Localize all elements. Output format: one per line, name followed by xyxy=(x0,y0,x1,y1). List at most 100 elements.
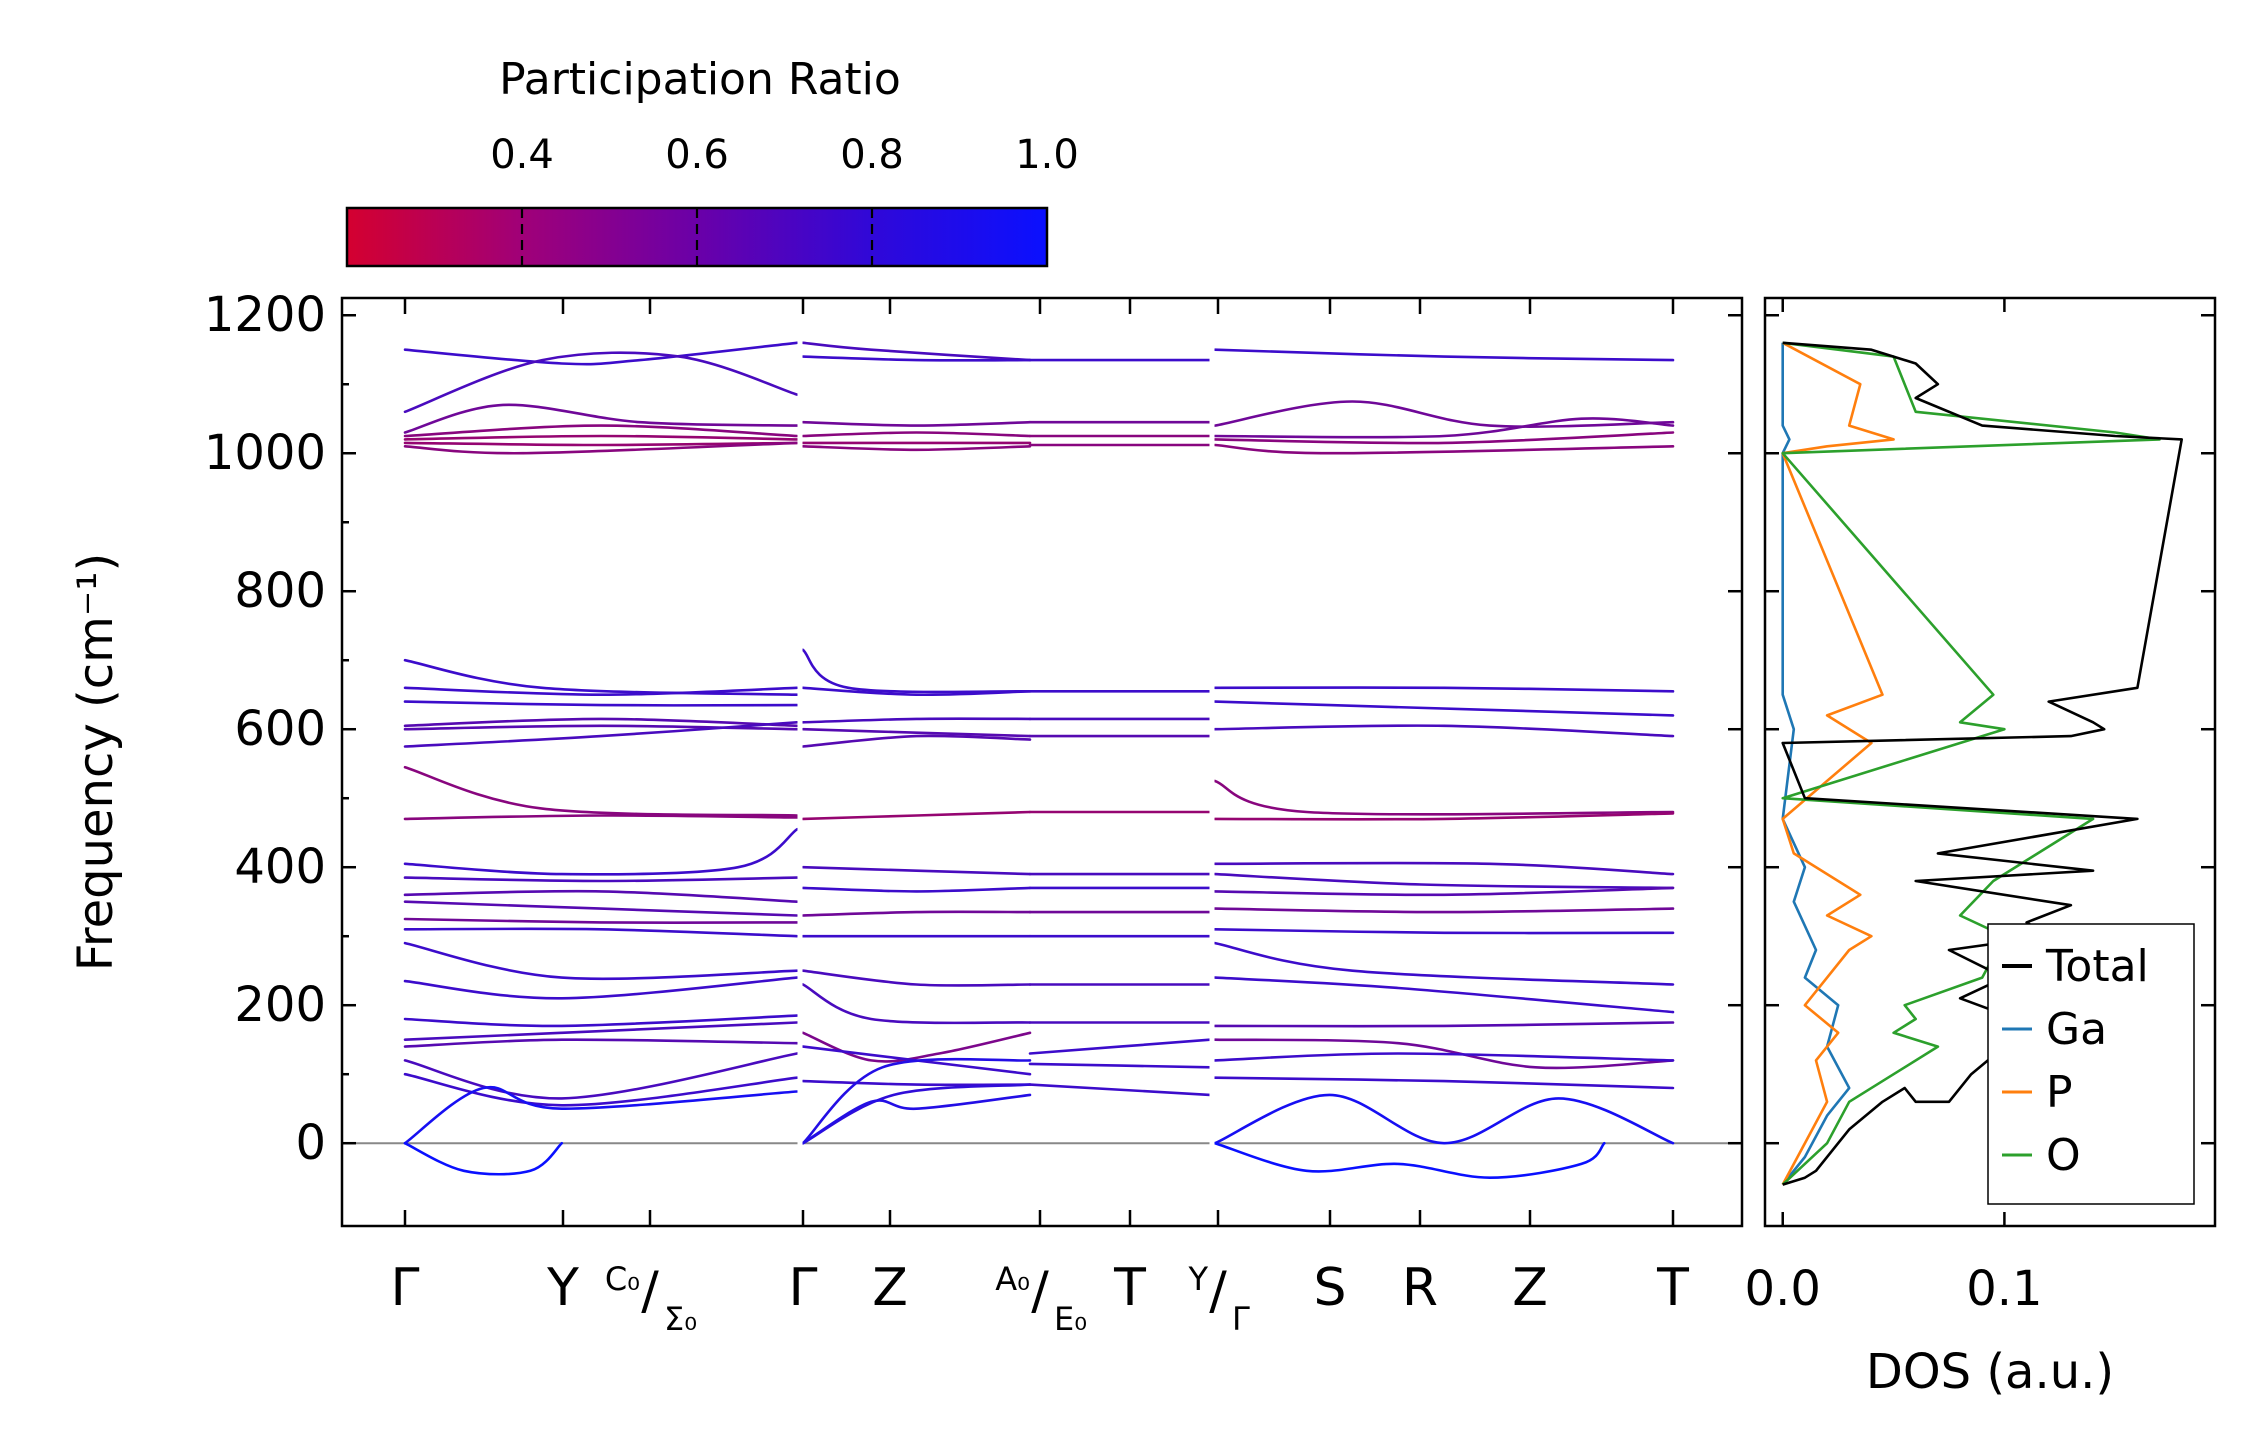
phonon-band xyxy=(1213,443,1675,455)
x-tick-slash: / xyxy=(1031,1261,1049,1321)
phonon-band xyxy=(403,441,799,447)
phonon-band xyxy=(1028,1062,1212,1069)
phonon-band xyxy=(403,917,799,924)
phonon-band xyxy=(1213,1141,1606,1179)
legend-box xyxy=(1987,923,2195,1205)
phonon-band xyxy=(1213,976,1675,1014)
phonon-band xyxy=(403,403,799,434)
phonon-band xyxy=(801,1093,1032,1145)
dispersion-frame xyxy=(340,296,1744,1228)
phonon-band xyxy=(403,658,799,696)
y-tick-label: 1000 xyxy=(204,425,326,481)
phonon-band xyxy=(403,889,799,903)
phonon-band xyxy=(801,734,1032,748)
x-tick-label: T xyxy=(1656,1258,1689,1318)
phonon-band xyxy=(801,1057,1032,1145)
phonon-band xyxy=(801,810,1032,821)
phonon-band xyxy=(403,441,799,455)
x-tick-sup-label: A₀ xyxy=(995,1260,1030,1298)
dos-x-label: DOS (a.u.) xyxy=(1866,1344,2114,1400)
phonon-band xyxy=(1213,1021,1675,1028)
dos-panel: 0.0 0.1 DOS (a.u.) Total Ga PO xyxy=(1745,296,2217,1400)
phonon-band xyxy=(1028,1038,1212,1055)
phonon-band xyxy=(403,1141,564,1176)
phonon-band xyxy=(1213,431,1675,445)
phonon-band xyxy=(1213,928,1675,935)
y-tick-label: 0 xyxy=(295,1115,326,1171)
x-tick-label: T xyxy=(1113,1258,1146,1318)
phonon-band xyxy=(403,1052,799,1100)
phonon-band xyxy=(801,910,1032,917)
phonon-band xyxy=(801,341,1032,362)
phonon-band xyxy=(801,431,1032,438)
x-tick-label: R xyxy=(1402,1258,1438,1318)
phonon-band xyxy=(403,434,799,441)
phonon-band xyxy=(403,900,799,917)
phonon-band xyxy=(801,686,1032,697)
phonon-band xyxy=(1213,872,1675,890)
phonon-band xyxy=(801,445,1032,452)
phonon-band xyxy=(1213,941,1675,986)
colorbar: Participation Ratio 0.4 0.6 0.8 1.0 xyxy=(345,54,1079,268)
phonon-band xyxy=(1213,400,1675,428)
colorbar-tick-label: 0.8 xyxy=(840,132,904,178)
phonon-band xyxy=(403,941,799,981)
phonon-band xyxy=(1213,724,1675,738)
x-tick-slash: / xyxy=(1209,1261,1227,1321)
phonon-band xyxy=(403,1072,799,1107)
phonon-band xyxy=(1213,1076,1675,1090)
x-tick-sub-label: Σ₀ xyxy=(664,1300,697,1338)
dos-series-p xyxy=(1781,341,1895,1186)
phonon-band xyxy=(801,1079,1032,1087)
colorbar-tick-label: 1.0 xyxy=(1015,132,1079,178)
phonon-band xyxy=(1213,812,1675,821)
phonon-band xyxy=(801,969,1032,987)
phonon-band xyxy=(403,424,799,438)
x-tick-label: Γ xyxy=(789,1258,818,1318)
phonon-band xyxy=(801,727,1032,738)
phonon-band xyxy=(1213,1093,1675,1145)
x-tick-slash: / xyxy=(641,1261,659,1321)
colorbar-tick-label: 0.6 xyxy=(665,132,729,178)
phonon-band xyxy=(403,814,799,821)
phonon-band xyxy=(801,886,1032,893)
colorbar-tick-label: 0.4 xyxy=(490,132,554,178)
phonon-band xyxy=(1213,886,1675,897)
x-tick-sup-label: Y xyxy=(1187,1260,1208,1298)
phonon-band xyxy=(1213,348,1675,362)
phonon-band xyxy=(801,355,1032,362)
phonon-band xyxy=(403,700,799,707)
legend-label: Ga xyxy=(2046,1004,2107,1055)
y-tick-label: 400 xyxy=(234,839,326,895)
colorbar-label: Participation Ratio xyxy=(499,54,901,105)
legend-label: Total xyxy=(2045,941,2149,992)
phonon-band xyxy=(403,765,799,817)
phonon-band xyxy=(403,724,799,731)
phonon-band xyxy=(1213,700,1675,717)
phonon-band xyxy=(801,1083,1032,1145)
phonon-band xyxy=(1213,779,1675,816)
dos-x-tick-label: 0.0 xyxy=(1745,1261,1821,1317)
phonon-band xyxy=(403,927,799,938)
x-tick-label: Y xyxy=(546,1258,579,1318)
y-tick-label: 1200 xyxy=(204,287,326,343)
y-tick-label: 800 xyxy=(234,563,326,619)
phonon-band xyxy=(403,351,799,414)
phonon-band xyxy=(403,1038,799,1048)
phonon-band xyxy=(801,865,1032,876)
x-tick-sup-label: C₀ xyxy=(605,1260,640,1298)
legend-label: P xyxy=(2046,1067,2073,1118)
phonon-band xyxy=(801,420,1032,427)
phonon-band xyxy=(1213,861,1675,876)
phonon-band xyxy=(403,721,799,748)
phonon-band xyxy=(403,1014,799,1028)
phonon-band xyxy=(1028,1083,1212,1097)
legend-label: O xyxy=(2046,1130,2081,1181)
y-axis-label: Frequency (cm⁻¹) xyxy=(68,553,124,971)
legend: Total Ga PO xyxy=(1987,923,2195,1205)
phonon-band xyxy=(403,1021,799,1041)
x-tick-sub-label: Γ xyxy=(1232,1300,1250,1338)
dos-x-tick-label: 0.1 xyxy=(1966,1261,2042,1317)
